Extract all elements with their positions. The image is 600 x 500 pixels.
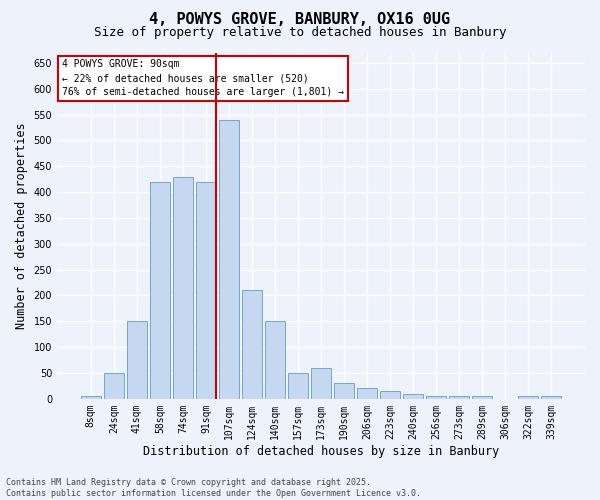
- Bar: [357, 388, 377, 399]
- Bar: [219, 120, 239, 399]
- Text: 4, POWYS GROVE, BANBURY, OX16 0UG: 4, POWYS GROVE, BANBURY, OX16 0UG: [149, 12, 451, 28]
- Bar: [265, 322, 285, 399]
- Bar: [104, 373, 124, 399]
- Bar: [334, 384, 354, 399]
- Bar: [518, 396, 538, 399]
- Bar: [288, 373, 308, 399]
- Text: Size of property relative to detached houses in Banbury: Size of property relative to detached ho…: [94, 26, 506, 39]
- Bar: [150, 182, 170, 399]
- Bar: [196, 182, 216, 399]
- Bar: [403, 394, 423, 399]
- Bar: [242, 290, 262, 399]
- Bar: [311, 368, 331, 399]
- Text: Contains HM Land Registry data © Crown copyright and database right 2025.
Contai: Contains HM Land Registry data © Crown c…: [6, 478, 421, 498]
- Bar: [81, 396, 101, 399]
- Y-axis label: Number of detached properties: Number of detached properties: [15, 122, 28, 329]
- Bar: [541, 396, 561, 399]
- Bar: [127, 322, 146, 399]
- Bar: [380, 391, 400, 399]
- Bar: [173, 176, 193, 399]
- X-axis label: Distribution of detached houses by size in Banbury: Distribution of detached houses by size …: [143, 444, 499, 458]
- Bar: [427, 396, 446, 399]
- Bar: [449, 396, 469, 399]
- Text: 4 POWYS GROVE: 90sqm
← 22% of detached houses are smaller (520)
76% of semi-deta: 4 POWYS GROVE: 90sqm ← 22% of detached h…: [62, 60, 344, 98]
- Bar: [472, 396, 492, 399]
